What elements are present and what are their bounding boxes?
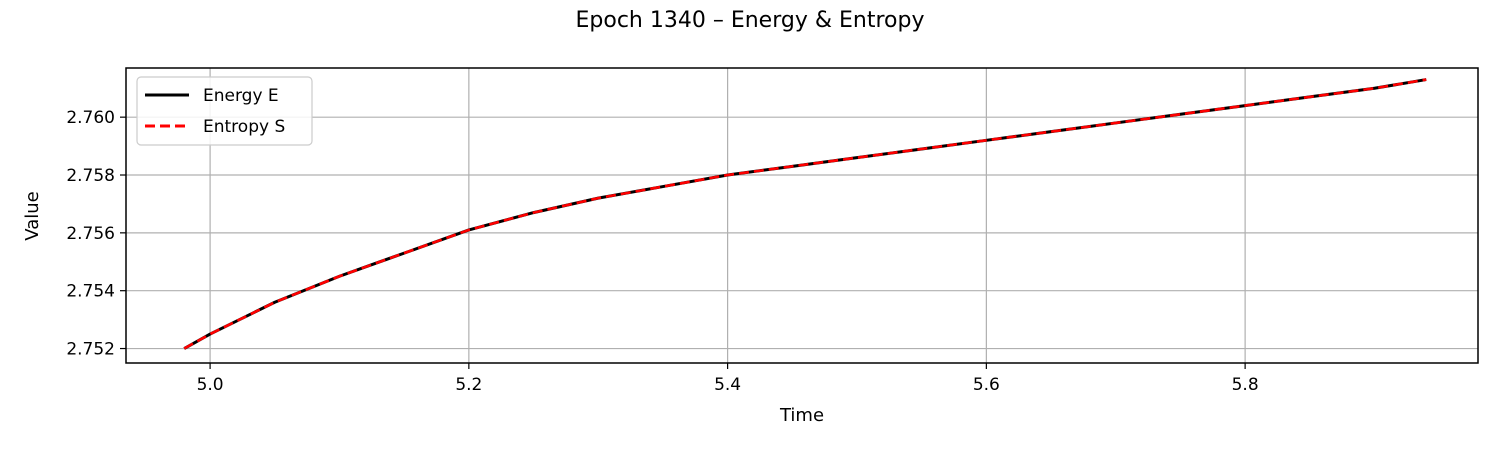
x-tick-label: 5.4: [714, 375, 741, 395]
y-tick-label: 2.758: [66, 166, 115, 186]
x-tick-label: 5.2: [455, 375, 482, 395]
series-layer: [183, 78, 1427, 350]
x-tick-label: 5.6: [973, 375, 1000, 395]
y-tick-label: 2.752: [66, 340, 115, 360]
y-tick-label: 2.760: [66, 108, 115, 128]
series-line-entropy: [183, 78, 1427, 350]
legend-label: Entropy S: [203, 117, 285, 137]
x-axis-label: Time: [779, 405, 824, 426]
chart-title: Epoch 1340 – Energy & Entropy: [576, 8, 925, 33]
y-tick-label: 2.756: [66, 224, 115, 244]
y-tick-label: 2.754: [66, 282, 115, 302]
axis-ticks: 5.0 5.2 5.4 5.6 5.8 2.752 2.754 2.756 2.758 2.760: [66, 108, 1258, 395]
legend-label: Energy E: [203, 86, 279, 106]
x-tick-label: 5.8: [1232, 375, 1259, 395]
grid-lines: [126, 68, 1478, 363]
legend: Energy E Entropy S: [136, 76, 313, 146]
x-tick-label: 5.0: [197, 375, 224, 395]
series-line-energy: [183, 78, 1427, 350]
y-axis-label: Value: [22, 191, 43, 240]
plot-frame: [125, 67, 1479, 364]
